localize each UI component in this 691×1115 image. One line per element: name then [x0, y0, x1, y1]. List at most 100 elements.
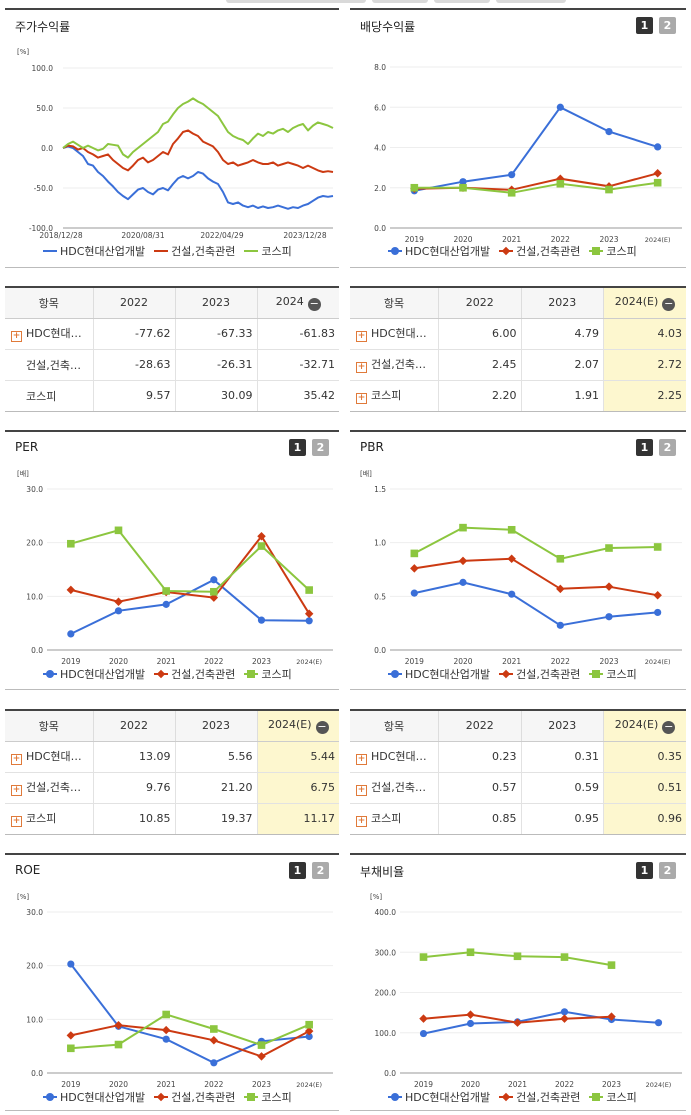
- legend-item: 코스피: [589, 668, 637, 681]
- header-year: 2022: [92, 288, 175, 319]
- data-point-kospi: [162, 587, 170, 595]
- expand-icon[interactable]: +: [11, 785, 22, 796]
- page-2-button[interactable]: 2: [312, 862, 329, 879]
- chart-legend: HDC현대산업개발 건설,건축관련 코스피: [43, 666, 301, 682]
- page-2-button[interactable]: 2: [659, 17, 676, 34]
- data-point-hdc: [410, 589, 418, 597]
- expand-icon[interactable]: +: [11, 754, 22, 765]
- legend-item: 건설,건축관련: [154, 1091, 235, 1104]
- legend-swatch: [43, 670, 57, 678]
- expand-icon[interactable]: +: [356, 362, 367, 373]
- data-point-hdc: [114, 607, 123, 615]
- expand-icon[interactable]: +: [356, 816, 367, 828]
- y-tick-label: -100.0: [29, 224, 53, 233]
- x-tick-label: 2023: [599, 235, 618, 244]
- data-point-hdc: [654, 143, 662, 151]
- table-cell: 2.20: [438, 380, 521, 411]
- data-point-construction: [653, 169, 662, 178]
- table-row: + 건설,건축… 9.76 21.20 6.75: [5, 772, 339, 804]
- legend-swatch: [244, 670, 259, 678]
- legend-swatch: [388, 247, 402, 255]
- y-tick-label: 200.0: [375, 989, 397, 998]
- x-tick-label: 2020: [109, 657, 128, 666]
- legend-swatch: [589, 1093, 604, 1101]
- per-chart: [배] 30.0 20.0 10.0 0.0 2019 2020 2021 2022 2023 20…: [17, 469, 333, 666]
- expand-icon[interactable]: +: [356, 331, 367, 342]
- expand-icon[interactable]: +: [356, 785, 367, 796]
- header-label: 2024(E): [267, 717, 312, 731]
- legend-item: HDC현대산업개발: [43, 1091, 145, 1104]
- expand-icon[interactable]: +: [356, 754, 367, 765]
- legend-swatch: [154, 669, 169, 679]
- data-point-kospi: [305, 1020, 313, 1029]
- row-name: + 코스피: [5, 803, 93, 834]
- unit-label: [%]: [17, 893, 29, 901]
- table-cell: 21.20: [174, 772, 257, 804]
- data-point-kospi: [556, 179, 565, 188]
- stock-return-table: 항목 2022 2023 2024− + HDC현대… -77.62 -67.33 -61.83…: [5, 286, 339, 412]
- data-point-hdc: [466, 1019, 475, 1028]
- legend-label: 코스피: [261, 245, 292, 258]
- row-label: 건설,건축…: [26, 358, 81, 372]
- legend-label: HDC현대산업개발: [405, 668, 491, 681]
- row-name: + HDC현대…: [5, 318, 93, 350]
- legend-label: HDC현대산업개발: [60, 668, 146, 681]
- legend-item: 건설,건축관련: [154, 245, 235, 258]
- data-point-hdc: [67, 630, 75, 638]
- expand-icon[interactable]: +: [11, 331, 22, 342]
- header-label: 2022: [465, 719, 494, 733]
- collapse-icon[interactable]: −: [307, 296, 321, 311]
- data-point-hdc: [305, 1032, 313, 1041]
- table-cell: 13.09: [92, 741, 175, 773]
- table-cell: 35.42: [256, 380, 339, 411]
- legend-item: 건설,건축관련: [154, 668, 235, 681]
- pager: 1 2: [289, 862, 329, 879]
- collapse-icon[interactable]: −: [315, 719, 329, 734]
- x-tick-label: 2020: [453, 657, 472, 666]
- x-tick-label: 2022/04/29: [200, 231, 243, 240]
- pager: 1 2: [289, 439, 329, 456]
- collapse-icon[interactable]: −: [662, 719, 676, 734]
- page-1-button[interactable]: 1: [636, 862, 653, 879]
- x-tick-label: 2020: [109, 1080, 128, 1089]
- expand-icon[interactable]: +: [356, 393, 367, 405]
- panel-title: 배당수익률: [360, 20, 416, 34]
- data-point-kospi: [67, 539, 75, 548]
- chart-legend: HDC현대산업개발 건설,건축관련 코스피: [388, 243, 646, 259]
- x-tick-label: 2023: [252, 1080, 271, 1089]
- table-cell: 2.72: [602, 349, 686, 381]
- legend-item: 코스피: [244, 1091, 292, 1104]
- page-1-button[interactable]: 1: [636, 439, 653, 456]
- header-label: 2023: [202, 296, 230, 310]
- page-1-button[interactable]: 1: [636, 17, 653, 34]
- page-1-button[interactable]: 1: [289, 439, 306, 456]
- x-tick-label: 2022: [204, 1080, 223, 1089]
- page-2-button[interactable]: 2: [312, 439, 329, 456]
- data-point-hdc: [508, 171, 516, 179]
- table-cell: 0.23: [438, 741, 521, 773]
- legend-item: 건설,건축관련: [499, 668, 580, 681]
- page-2-button[interactable]: 2: [659, 862, 676, 879]
- x-tick-label: 2021: [502, 235, 521, 244]
- data-point-kospi: [419, 953, 428, 961]
- data-point-hdc: [305, 617, 313, 625]
- table-cell: 0.31: [520, 741, 604, 773]
- expand-icon[interactable]: +: [11, 816, 22, 828]
- table-cell: 0.35: [602, 741, 686, 773]
- table-cell: -61.83: [256, 318, 339, 350]
- row-label: HDC현대…: [26, 750, 82, 763]
- page-2-button[interactable]: 2: [659, 439, 676, 456]
- table-cell: 0.95: [520, 803, 604, 834]
- legend-item: HDC현대산업개발: [43, 668, 145, 681]
- roe-panel: ROE 1 2 [%] 30.0 20.0 10.0 0.0 2019 2020 2021 20…: [5, 853, 339, 1111]
- y-tick-label: 300.0: [375, 948, 397, 957]
- collapse-icon[interactable]: −: [662, 296, 676, 311]
- page-1-button[interactable]: 1: [289, 862, 306, 879]
- table-row: 건설,건축… -28.63 -26.31 -32.71: [5, 349, 339, 381]
- series-line: [62, 97, 334, 159]
- header-label: 2024(E): [614, 294, 659, 308]
- data-point-kospi: [513, 952, 522, 961]
- series-line: [70, 578, 310, 635]
- x-tick-label: 2024(E): [645, 236, 671, 244]
